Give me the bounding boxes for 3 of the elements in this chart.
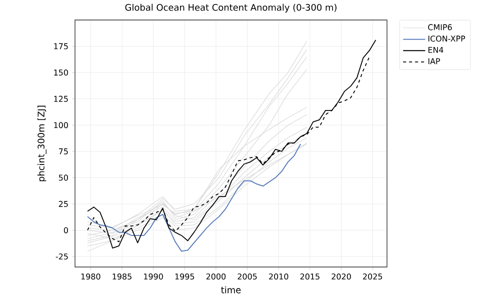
x-axis-title: time	[221, 286, 241, 294]
y-axis-title: phcint_300m [ZJ]	[38, 106, 46, 182]
chart-title: Global Ocean Heat Content Anomaly (0-300 m)	[125, 4, 336, 12]
